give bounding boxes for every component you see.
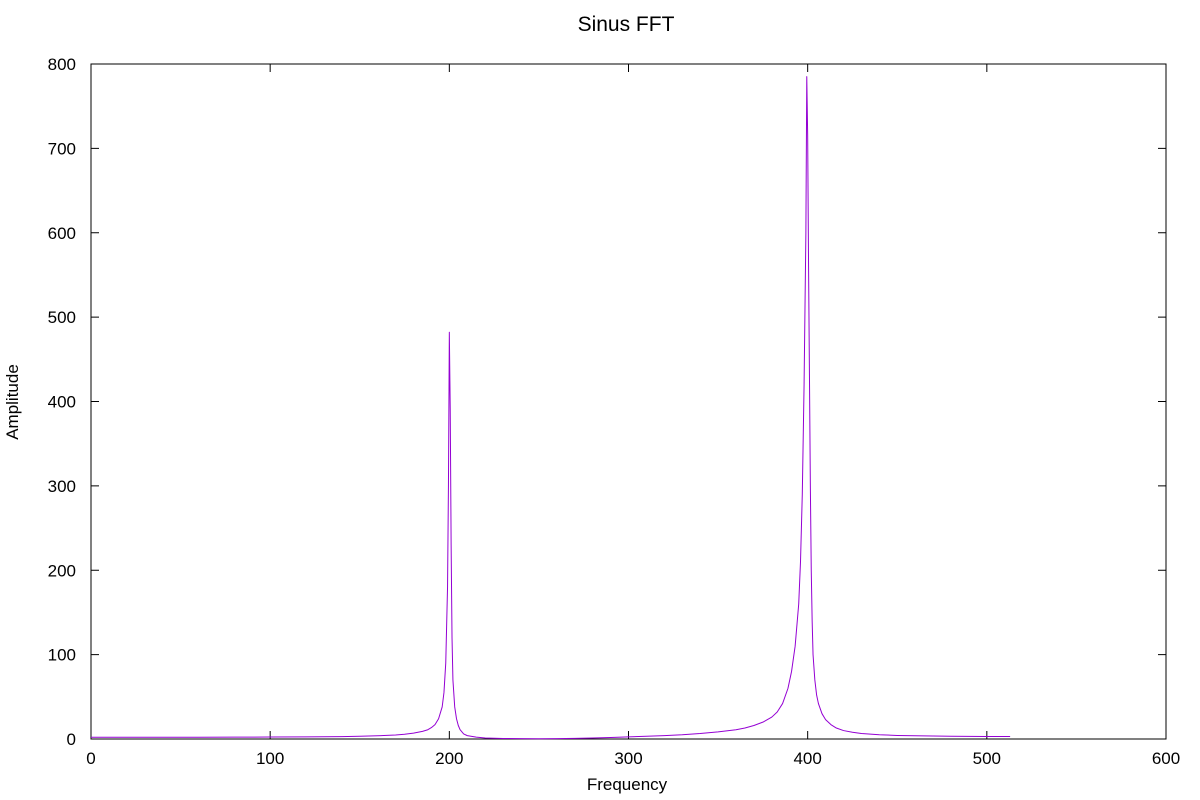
x-axis-ticks: 0 100 200 300 400 500 600 — [86, 64, 1180, 768]
y-tick-label: 600 — [48, 224, 76, 243]
y-tick-label: 800 — [48, 55, 76, 74]
x-tick-label: 300 — [614, 749, 642, 768]
y-tick-label: 100 — [48, 646, 76, 665]
x-tick-label: 0 — [86, 749, 95, 768]
x-tick-label: 500 — [973, 749, 1001, 768]
y-tick-label: 700 — [48, 139, 76, 158]
x-axis-label: Frequency — [587, 775, 668, 794]
y-tick-label: 200 — [48, 561, 76, 580]
y-axis-ticks: 0 100 200 300 400 500 600 700 800 — [48, 55, 1166, 749]
x-tick-label: 600 — [1152, 749, 1180, 768]
y-tick-label: 0 — [67, 730, 76, 749]
x-tick-label: 200 — [435, 749, 463, 768]
y-axis-label: Amplitude — [3, 364, 22, 440]
x-tick-label: 100 — [256, 749, 284, 768]
chart-title: Sinus FFT — [578, 13, 675, 36]
plot-frame — [90, 63, 1167, 740]
x-tick-label: 400 — [793, 749, 821, 768]
y-tick-label: 300 — [48, 477, 76, 496]
y-tick-label: 500 — [48, 308, 76, 327]
series-line-amplitude — [91, 76, 1011, 740]
y-tick-label: 400 — [48, 393, 76, 412]
